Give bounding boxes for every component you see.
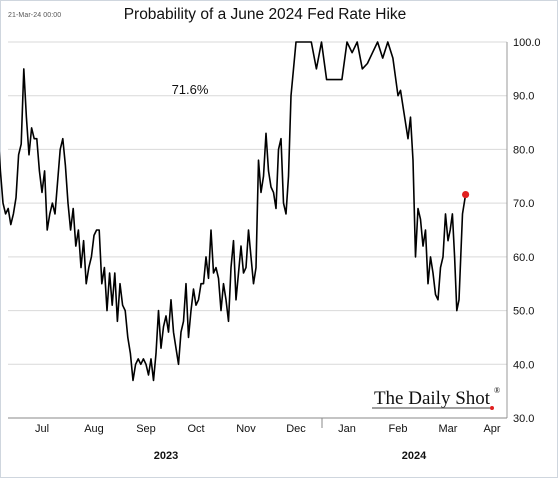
y-tick-label: 80.0 [513,144,534,156]
annotation-label: 71.6% [172,82,209,97]
brand-logo: The Daily Shot ® [372,386,500,410]
x-tick-label: Apr [483,423,500,435]
y-tick-label: 30.0 [513,413,534,425]
x-tick-label: Oct [187,423,204,435]
year-label: 2024 [402,450,427,462]
y-tick-label: 90.0 [513,91,534,103]
series-layer [0,41,470,382]
brand-dot [490,406,494,410]
x-tick-label: Dec [286,423,306,435]
x-tick-label: Sep [136,423,156,435]
x-tick-label: Jul [35,423,49,435]
year-label: 2023 [154,450,178,462]
x-tick-label: Jan [338,423,356,435]
brand-mark: ® [494,386,500,395]
y-tick-label: 100.0 [513,37,541,49]
y-tick-label: 60.0 [513,252,534,264]
x-tick-label: Feb [389,423,408,435]
timestamp: 21-Mar-24 00:00 [8,12,62,19]
x-tick-label: Nov [236,423,256,435]
last-value-marker [462,190,470,199]
axes [8,42,508,428]
y-tick-label: 50.0 [513,306,534,318]
axis-labels: 30.0 40.0 50.0 60.0 70.0 80.0 90.0 100.0 Jul Aug S… [35,37,541,462]
y-tick-label: 70.0 [513,198,534,210]
x-tick-label: Aug [84,423,104,435]
y-tick-label: 40.0 [513,359,534,371]
series-line [0,41,467,382]
chart-title: Probability of a June 2024 Fed Rate Hike [123,6,407,23]
x-tick-label: Mar [439,423,458,435]
brand-name: The Daily Shot [374,388,491,409]
